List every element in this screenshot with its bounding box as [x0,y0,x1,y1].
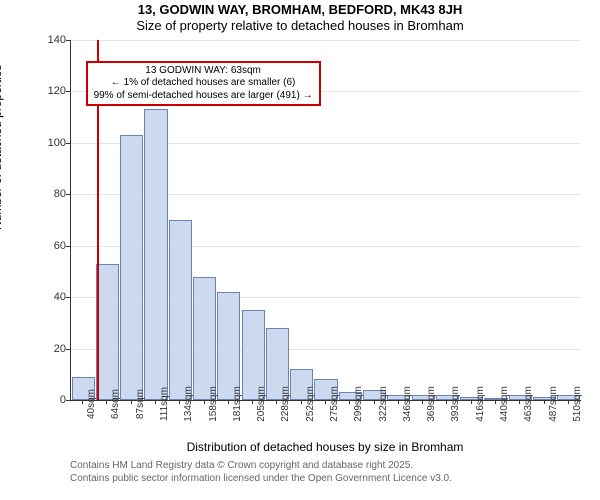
histogram-bar [96,264,119,400]
ytick-label: 80 [36,188,66,200]
xtick-label: 158sqm [208,386,219,422]
ytick-label: 0 [36,394,66,406]
xtick-label: 134sqm [183,386,194,422]
xtick-mark [82,400,83,404]
callout-line: 99% of semi-detached houses are larger (… [94,90,313,103]
xtick-label: 463sqm [523,386,534,422]
xtick-mark [301,400,302,404]
xtick-mark [179,400,180,404]
ytick-mark [66,91,70,92]
xtick-mark [519,400,520,404]
xtick-mark [349,400,350,404]
xtick-label: 299sqm [353,386,364,422]
xtick-mark [398,400,399,404]
ytick-label: 100 [36,137,66,149]
xtick-label: 346sqm [402,386,413,422]
callout-box: 13 GODWIN WAY: 63sqm← 1% of detached hou… [86,61,321,107]
xtick-mark [276,400,277,404]
xtick-mark [495,400,496,404]
xtick-mark [252,400,253,404]
xtick-label: 111sqm [159,387,170,421]
xtick-label: 64sqm [110,389,121,419]
ytick-label: 120 [36,85,66,97]
histogram-bar [217,292,240,400]
xtick-label: 416sqm [475,386,486,422]
ytick-label: 20 [36,343,66,355]
xtick-mark [544,400,545,404]
footer-line-1: Contains HM Land Registry data © Crown c… [70,460,452,473]
ytick-label: 60 [36,240,66,252]
xtick-mark [106,400,107,404]
ytick-mark [66,194,70,195]
histogram-bar [144,109,167,400]
xtick-mark [568,400,569,404]
callout-line: ← 1% of detached houses are smaller (6) [94,77,313,90]
ytick-mark [66,40,70,41]
xtick-mark [325,400,326,404]
y-axis-label: Number of detached properties [0,65,4,230]
histogram-bar [120,135,143,400]
xtick-mark [471,400,472,404]
xtick-label: 87sqm [135,389,146,419]
xtick-mark [422,400,423,404]
gridline-h [71,40,581,41]
histogram-bar [169,220,192,400]
xtick-label: 487sqm [548,386,559,422]
xtick-mark [131,400,132,404]
chart-title-sub: Size of property relative to detached ho… [0,18,600,33]
xtick-mark [446,400,447,404]
ytick-mark [66,246,70,247]
footer-credits: Contains HM Land Registry data © Crown c… [70,460,452,485]
xtick-label: 393sqm [450,386,461,422]
xtick-label: 181sqm [232,386,243,422]
x-axis-label: Distribution of detached houses by size … [70,440,580,454]
ytick-mark [66,400,70,401]
xtick-mark [374,400,375,404]
footer-line-2: Contains public sector information licen… [70,473,452,486]
chart-root: 13, GODWIN WAY, BROMHAM, BEDFORD, MK43 8… [0,0,600,500]
histogram-bar [193,277,216,400]
ytick-mark [66,297,70,298]
xtick-label: 369sqm [426,386,437,422]
xtick-label: 40sqm [86,389,97,419]
ytick-label: 140 [36,34,66,46]
ytick-mark [66,143,70,144]
chart-title-main: 13, GODWIN WAY, BROMHAM, BEDFORD, MK43 8… [0,2,600,17]
xtick-mark [155,400,156,404]
xtick-label: 440sqm [499,386,510,422]
plot-area: 13 GODWIN WAY: 63sqm← 1% of detached hou… [70,40,581,401]
xtick-label: 510sqm [572,386,583,422]
xtick-label: 205sqm [256,386,267,422]
xtick-label: 252sqm [305,386,316,422]
xtick-mark [204,400,205,404]
xtick-label: 275sqm [329,386,340,422]
xtick-label: 322sqm [378,386,389,422]
xtick-label: 228sqm [280,386,291,422]
xtick-mark [228,400,229,404]
callout-line: 13 GODWIN WAY: 63sqm [94,65,313,78]
ytick-mark [66,349,70,350]
ytick-label: 40 [36,291,66,303]
